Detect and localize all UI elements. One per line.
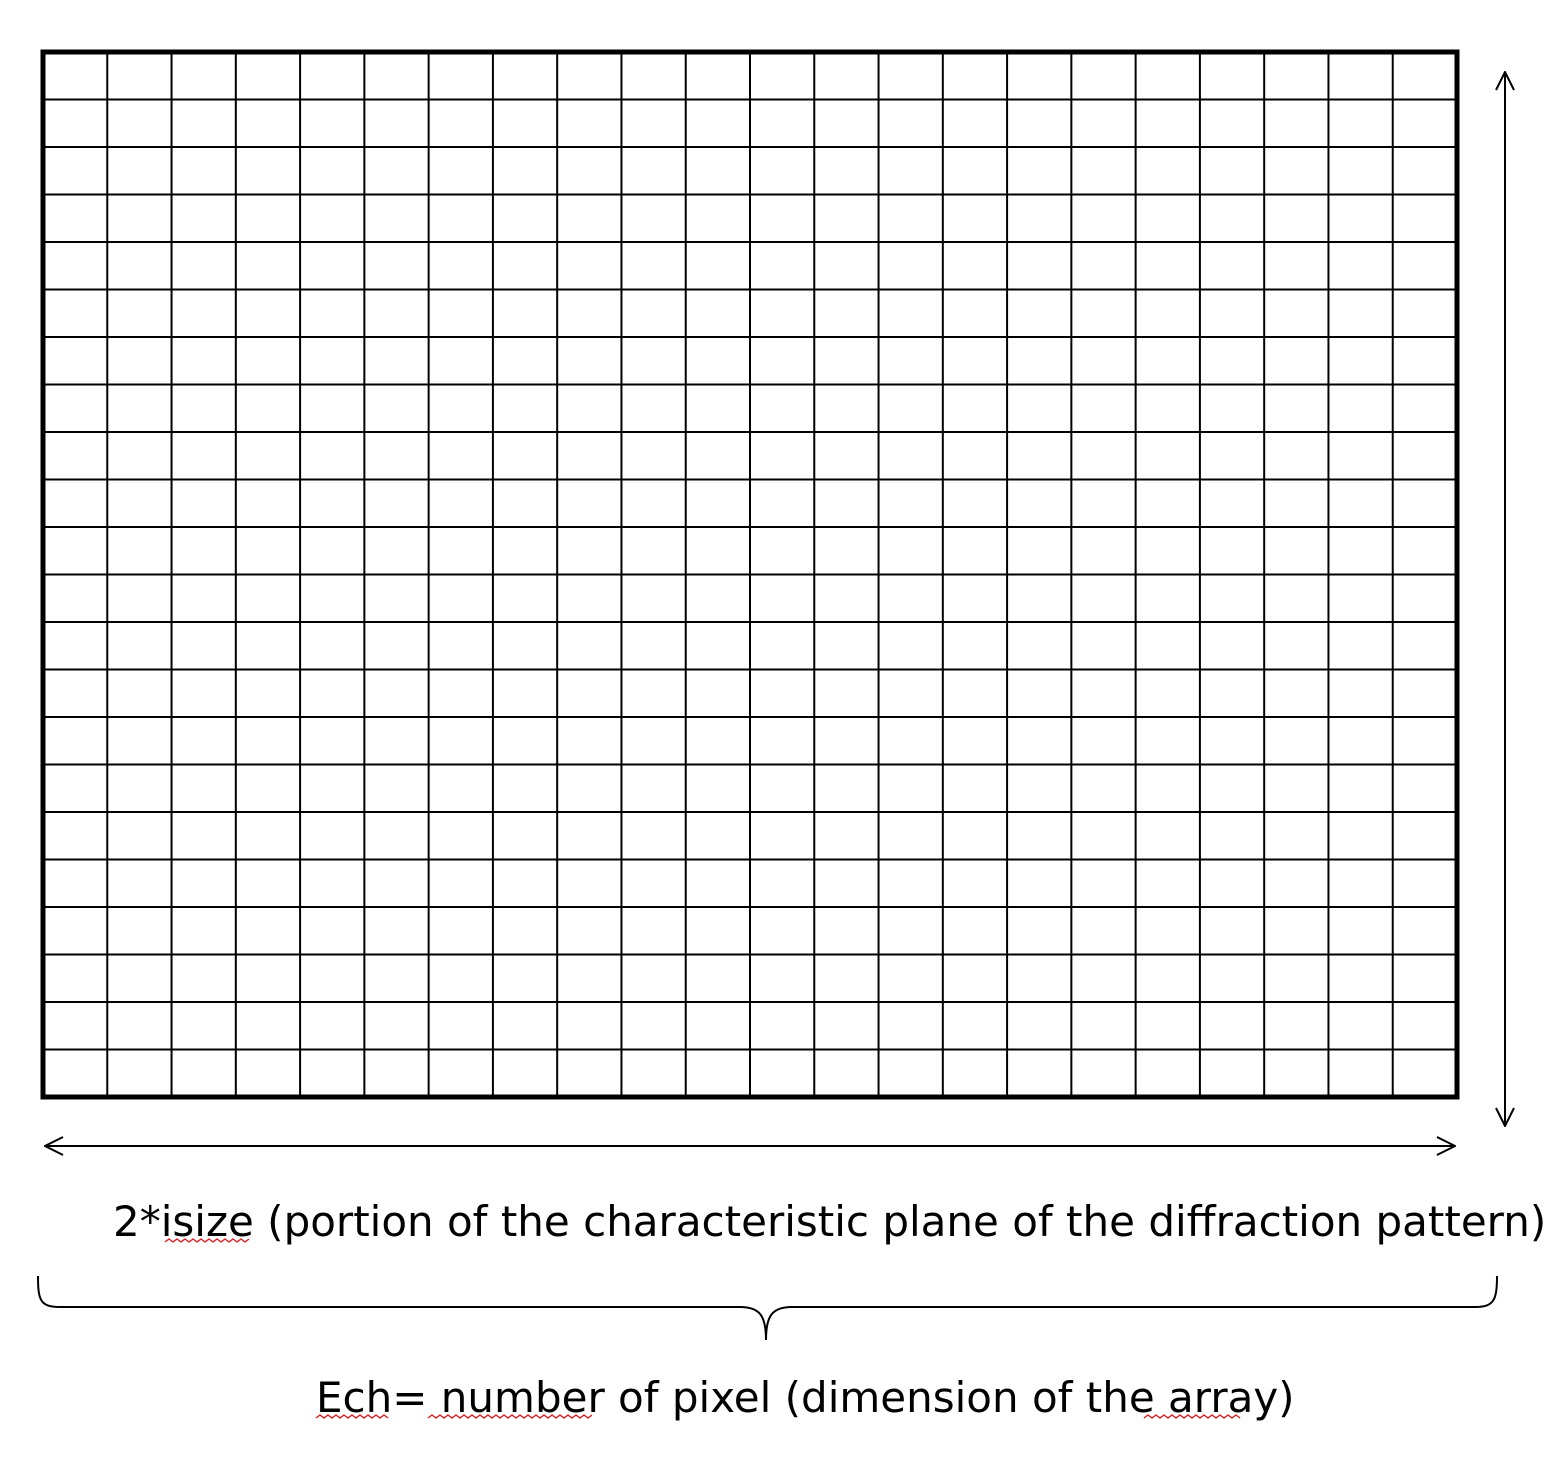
array-frame <box>40 49 1460 1100</box>
spellcheck-underline-number <box>427 1414 593 1419</box>
spellcheck-underline-array <box>1143 1414 1241 1419</box>
pixel-grid <box>43 52 1457 1097</box>
spellcheck-underline-ech <box>315 1414 389 1419</box>
curly-brace <box>37 1275 1498 1341</box>
isize-label: 2*isize (portion of the characteristic p… <box>113 1197 1546 1246</box>
ech-label: Ech= number of pixel (dimension of the a… <box>316 1373 1295 1422</box>
spellcheck-underline-isize <box>164 1238 250 1243</box>
